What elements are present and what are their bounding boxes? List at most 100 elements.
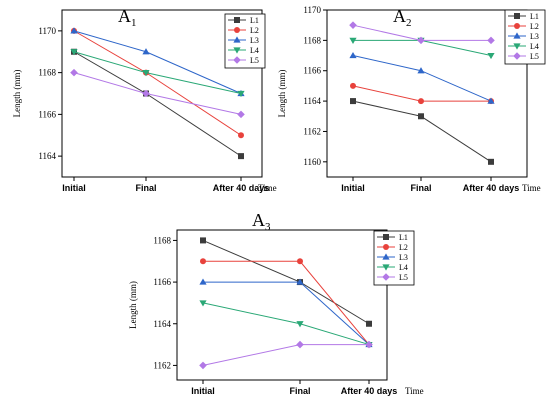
legend-marker	[382, 273, 390, 281]
chart-3: 1162 1164 1166 1168 Initial Final After 40 day…	[128, 210, 424, 396]
x-axis-label: Time	[405, 386, 424, 396]
y-tick-label: 1164	[38, 151, 56, 161]
legend-marker	[513, 52, 521, 60]
legend-entry: L5	[399, 273, 408, 282]
data-point-l5	[349, 21, 357, 29]
data-point-l2	[238, 132, 244, 139]
data-point-l2	[200, 258, 206, 265]
x-tick-label: Final	[289, 386, 310, 396]
legend-box	[224, 13, 266, 69]
data-point-l2	[418, 98, 424, 105]
y-tick-label: 1168	[303, 35, 321, 45]
data-point-l5	[237, 110, 245, 119]
plot-frame	[61, 9, 263, 178]
x-axis-label: Time	[258, 183, 277, 193]
y-tick-label: 1162	[153, 360, 171, 370]
data-point-l1	[200, 237, 206, 244]
y-tick-label: 1168	[153, 235, 171, 245]
chart-title: A2	[393, 6, 412, 29]
x-tick-label: After 40 days	[341, 386, 398, 396]
x-tick-label: Final	[410, 183, 431, 193]
legend-marker	[234, 27, 240, 33]
chart-title: A1	[118, 6, 137, 29]
data-point-l3	[349, 51, 357, 59]
legend-marker	[233, 56, 241, 64]
data-point-l3	[487, 97, 495, 104]
plot-frame	[176, 229, 388, 381]
data-point-l3	[296, 278, 304, 285]
data-point-l2	[297, 258, 303, 265]
legend-entry: L3	[530, 32, 539, 41]
y-tick-label: 1164	[303, 96, 321, 106]
data-point-l5	[199, 361, 207, 370]
data-point-l1	[366, 320, 372, 327]
data-point-l4	[70, 49, 78, 56]
series-line-l3	[73, 30, 242, 94]
data-point-l4	[296, 321, 304, 328]
legend-marker	[234, 17, 240, 23]
data-point-l4	[349, 37, 357, 44]
legend-entry: L3	[250, 36, 259, 45]
x-tick-label: After 40 days	[463, 183, 520, 193]
data-point-l3	[199, 278, 207, 285]
data-point-l3	[417, 67, 425, 74]
data-point-l1	[350, 98, 356, 105]
x-tick-label: Initial	[191, 386, 215, 396]
legend-marker	[513, 43, 521, 50]
y-tick-label: 1170	[303, 5, 321, 15]
data-point-l5	[70, 68, 78, 77]
series-line-l2	[203, 260, 370, 345]
legend-marker	[233, 36, 241, 43]
x-tick-label: Initial	[341, 183, 365, 193]
series-line-l5	[73, 72, 242, 115]
y-tick-label: 1162	[303, 126, 321, 136]
series-line-l1	[352, 100, 492, 163]
legend-box	[373, 230, 415, 286]
plot-frame	[326, 9, 528, 178]
legend-entry: L2	[399, 243, 408, 252]
data-point-l5	[296, 340, 304, 349]
series-line-l1	[73, 51, 242, 157]
data-point-l4	[142, 70, 150, 77]
data-point-l3	[70, 27, 78, 34]
legend-entry: L5	[530, 52, 539, 61]
series-line-l3	[203, 281, 370, 345]
data-point-l2	[350, 82, 356, 89]
series-line-l4	[73, 51, 242, 94]
legend-entry: L4	[530, 42, 539, 51]
y-tick-label: 1168	[38, 68, 56, 78]
legend-box	[504, 9, 546, 65]
data-point-l1	[238, 153, 244, 160]
chart-1: 1164 1166 1168 1170 Initial Final After 40 day…	[12, 6, 277, 193]
y-tick-label: 1166	[38, 109, 56, 119]
data-point-l3	[142, 48, 150, 55]
series-line-l5	[202, 344, 369, 366]
legend-marker	[233, 47, 241, 54]
legend-entry: L4	[399, 263, 408, 272]
legend-entry: L2	[530, 22, 539, 31]
chart-title: A3	[252, 210, 271, 233]
x-tick-label: Final	[135, 183, 156, 193]
data-point-l4	[487, 52, 495, 60]
series-line-l2	[73, 30, 242, 136]
legend-entry: L3	[399, 253, 408, 262]
legend-entry: L2	[250, 26, 259, 35]
series-line-l3	[352, 55, 492, 102]
data-point-l4	[237, 90, 245, 98]
x-tick-label: Initial	[62, 183, 86, 193]
y-axis-label: Length (mm)	[277, 70, 287, 118]
y-tick-label: 1170	[38, 26, 56, 36]
legend-entry: L4	[250, 46, 259, 55]
x-tick-label: After 40 days	[213, 183, 270, 193]
y-tick-label: 1166	[153, 277, 171, 287]
legend-marker	[514, 13, 520, 19]
x-axis-label: Time	[522, 183, 541, 193]
legend-marker	[382, 264, 390, 271]
data-point-l5	[417, 36, 425, 45]
legend-marker	[513, 32, 521, 39]
legend-entry: L1	[250, 16, 259, 25]
data-point-l5	[365, 340, 373, 349]
